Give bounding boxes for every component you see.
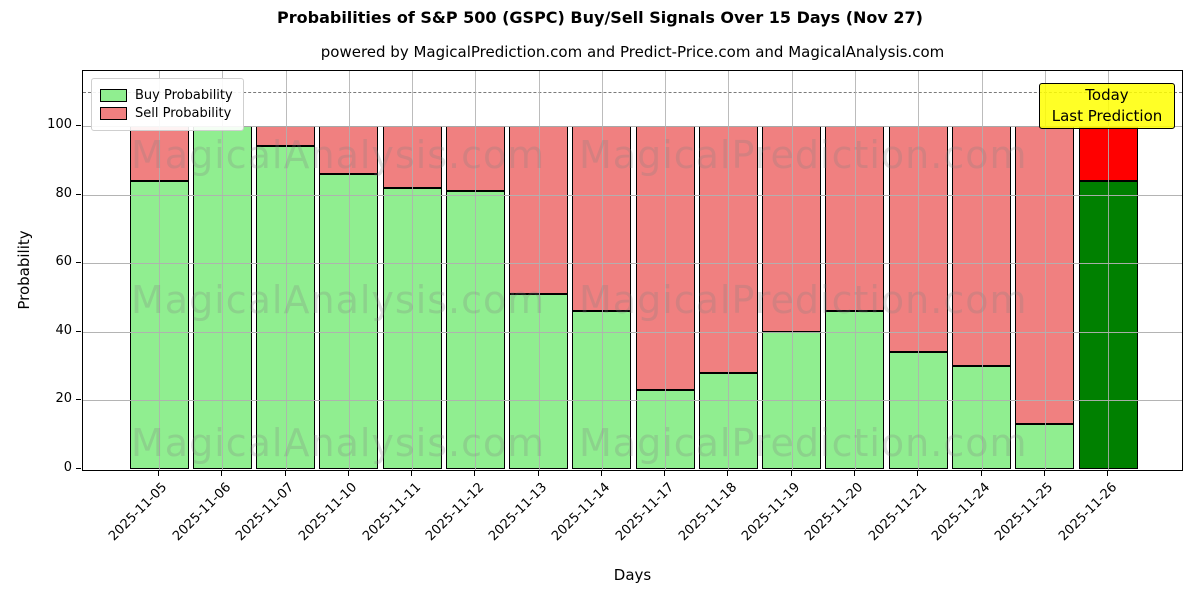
gridline-v	[601, 71, 603, 470]
sell-swatch-icon	[100, 107, 127, 120]
x-tick-mark	[727, 471, 729, 476]
x-tick-mark	[158, 471, 159, 476]
x-tick-label: 2025-11-25	[992, 480, 1057, 545]
gridline-v	[222, 71, 224, 470]
x-tick-label: 2025-11-13	[486, 480, 551, 545]
gridline-h	[83, 263, 1182, 265]
x-tick-mark	[600, 471, 602, 476]
x-tick-mark	[537, 471, 539, 476]
gridline-v	[918, 71, 920, 470]
gridline-v	[1108, 71, 1110, 470]
legend: Buy Probability Sell Probability	[91, 78, 244, 131]
x-tick-mark	[1107, 471, 1109, 476]
y-tick-label: 20	[55, 391, 72, 407]
x-tick-mark	[411, 471, 413, 476]
x-tick-mark	[790, 471, 792, 476]
x-tick-mark	[347, 471, 349, 476]
x-tick-mark	[853, 471, 855, 476]
chart-subtitle: powered by MagicalPrediction.com and Pre…	[320, 43, 945, 61]
x-tick-label: 2025-11-21	[865, 480, 930, 545]
x-tick-label: 2025-11-05	[106, 480, 171, 545]
x-tick-label: 2025-11-19	[739, 480, 804, 545]
y-tick-mark	[76, 124, 81, 126]
gridline-v	[665, 71, 667, 470]
x-tick-mark	[221, 471, 223, 476]
gridline-v	[854, 71, 856, 470]
buy-swatch-icon	[100, 89, 127, 102]
gridline-v	[159, 71, 160, 470]
gridline-v	[728, 71, 730, 470]
plot-area: Buy Probability Sell Probability Today L…	[82, 70, 1183, 471]
y-tick-mark	[76, 468, 81, 469]
gridline-v	[348, 71, 350, 470]
x-tick-label: 2025-11-24	[929, 480, 994, 545]
y-tick-label: 100	[47, 116, 72, 132]
gridline-h	[83, 400, 1182, 402]
y-tick-label: 60	[55, 254, 72, 270]
gridline-h	[83, 194, 1182, 196]
gridline-v	[475, 71, 477, 470]
gridline-v	[285, 71, 287, 470]
gridline-v	[1044, 71, 1046, 470]
x-axis-label: Days	[613, 566, 652, 584]
x-tick-mark	[980, 471, 982, 476]
y-tick-mark	[76, 399, 81, 401]
x-tick-label: 2025-11-11	[359, 480, 424, 545]
x-tick-mark	[1043, 471, 1045, 476]
y-tick-label: 40	[55, 322, 72, 338]
gridline-h	[83, 125, 1182, 127]
y-tick-label: 0	[63, 460, 72, 475]
gridline-v	[791, 71, 793, 470]
gridline-v	[981, 71, 983, 470]
x-tick-label: 2025-11-06	[169, 480, 234, 545]
legend-item-sell: Sell Probability	[100, 106, 233, 121]
legend-item-buy: Buy Probability	[100, 88, 233, 103]
x-tick-label: 2025-11-10	[296, 480, 361, 545]
x-tick-mark	[664, 471, 666, 476]
x-tick-label: 2025-11-26	[1055, 480, 1120, 545]
annotation-line-2: Last Prediction	[1051, 107, 1163, 125]
x-tick-label: 2025-11-20	[802, 480, 867, 545]
x-tick-label: 2025-11-18	[676, 480, 741, 545]
x-tick-mark	[917, 471, 919, 476]
y-tick-mark	[76, 193, 81, 195]
gridline-v	[538, 71, 540, 470]
y-axis-label: Probability	[15, 230, 33, 310]
threshold-dashed-line	[83, 91, 1182, 93]
x-tick-mark	[474, 471, 476, 476]
x-tick-label: 2025-11-07	[233, 480, 298, 545]
annotation-line-1: Today	[1085, 86, 1129, 104]
today-annotation: Today Last Prediction	[1039, 83, 1175, 129]
x-tick-label: 2025-11-17	[612, 480, 677, 545]
legend-label-sell: Sell Probability	[135, 106, 232, 121]
gridline-h	[83, 331, 1182, 333]
chart-title: Probabilities of S&P 500 (GSPC) Buy/Sell…	[277, 8, 923, 27]
y-tick-label: 80	[55, 185, 72, 201]
x-tick-mark	[284, 471, 286, 476]
y-tick-mark	[76, 262, 81, 264]
x-tick-label: 2025-11-12	[422, 480, 487, 545]
gridline-v	[412, 71, 414, 470]
x-tick-label: 2025-11-14	[549, 480, 614, 545]
legend-label-buy: Buy Probability	[135, 88, 233, 103]
y-tick-mark	[76, 330, 81, 332]
